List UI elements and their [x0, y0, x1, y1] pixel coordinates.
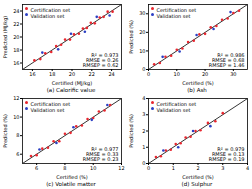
svg-text:20: 20 [13, 34, 19, 40]
svg-text:Certification set: Certification set [30, 101, 71, 108]
svg-text:30: 30 [230, 71, 236, 77]
svg-text:0: 0 [142, 66, 145, 72]
svg-text:Predicted (%): Predicted (%) [2, 114, 8, 148]
svg-text:Certified (%): Certified (%) [182, 174, 214, 180]
svg-text:16: 16 [29, 71, 35, 77]
svg-text:24: 24 [108, 71, 114, 77]
svg-text:20: 20 [202, 71, 208, 77]
svg-text:18: 18 [49, 71, 55, 77]
svg-text:R² = 0.979RMSE = 0.13RMSEP = 0: R² = 0.979RMSE = 0.13RMSEP = 0.19 [209, 146, 245, 162]
svg-text:Certified (%): Certified (%) [56, 174, 88, 180]
svg-text:Certification set: Certification set [156, 101, 197, 108]
svg-text:20: 20 [139, 29, 145, 35]
svg-text:10: 10 [13, 114, 19, 120]
svg-text:22: 22 [13, 21, 19, 27]
svg-text:8: 8 [63, 165, 66, 171]
svg-text:0: 0 [147, 165, 150, 171]
svg-text:1: 1 [172, 165, 175, 171]
svg-text:Predicted (MJ/kg): Predicted (MJ/kg) [2, 16, 9, 59]
svg-text:0: 0 [147, 71, 150, 77]
svg-text:30: 30 [139, 10, 145, 16]
svg-text:Validation set: Validation set [157, 13, 191, 19]
svg-text:4: 4 [142, 95, 145, 101]
svg-text:Certification set: Certification set [156, 7, 197, 14]
svg-text:6: 6 [35, 165, 38, 171]
svg-text:Certified (MJ/kg): Certified (MJ/kg) [52, 80, 92, 87]
svg-text:2: 2 [196, 165, 199, 171]
svg-text:Certification set: Certification set [30, 7, 71, 14]
html-text:(b) Ash: (b) Ash [187, 87, 207, 93]
svg-text:10: 10 [174, 71, 180, 77]
svg-text:R² = 0.973RMSE = 0.26RMSEP = 0: R² = 0.973RMSE = 0.26RMSEP = 0.62 [83, 52, 119, 68]
svg-text:12: 12 [13, 95, 19, 101]
svg-text:Predicted (%): Predicted (%) [128, 20, 134, 54]
svg-text:8: 8 [16, 132, 19, 138]
svg-text:4: 4 [246, 165, 249, 171]
svg-text:Validation set: Validation set [31, 13, 65, 19]
svg-text:6: 6 [16, 151, 19, 157]
svg-text:Validation set: Validation set [157, 107, 191, 113]
svg-text:20: 20 [69, 71, 75, 77]
svg-text:22: 22 [89, 71, 95, 77]
svg-text:R² = 0.986RMSE = 0.68RMSEP = 1: R² = 0.986RMSE = 0.68RMSEP = 1.46 [209, 52, 245, 68]
svg-text:18: 18 [13, 47, 19, 53]
svg-text:Validation set: Validation set [31, 107, 65, 113]
svg-text:R² = 0.977RMSE = 0.33RMSEP = 0: R² = 0.977RMSE = 0.33RMSEP = 0.23 [83, 146, 119, 162]
svg-text:3: 3 [142, 111, 145, 117]
svg-text:Predicted (%): Predicted (%) [128, 114, 134, 148]
svg-text:16: 16 [13, 60, 19, 66]
svg-text:Certified (%): Certified (%) [182, 80, 214, 86]
svg-text:1: 1 [142, 144, 145, 150]
html-text:(d) Sulphur: (d) Sulphur [181, 181, 213, 187]
html-text:(a) Calorific value: (a) Calorific value [46, 87, 96, 93]
svg-text:24: 24 [13, 8, 19, 14]
svg-text:12: 12 [118, 165, 124, 171]
svg-text:2: 2 [142, 128, 145, 134]
svg-text:10: 10 [139, 48, 145, 54]
svg-text:10: 10 [90, 165, 96, 171]
html-text:(c) Volatile matter: (c) Volatile matter [46, 181, 96, 187]
svg-text:0: 0 [142, 160, 145, 166]
svg-text:3: 3 [221, 165, 224, 171]
